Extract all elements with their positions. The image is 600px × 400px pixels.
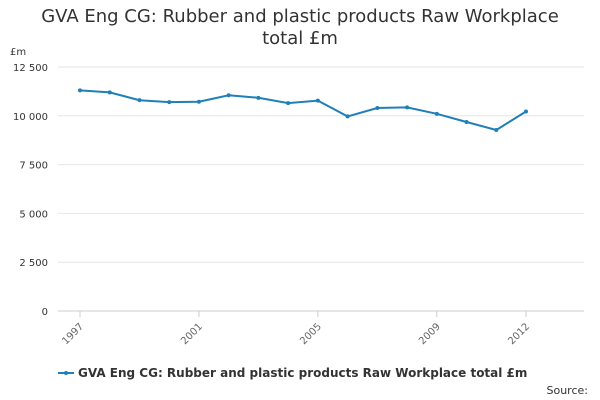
data-point bbox=[137, 98, 142, 103]
series-line bbox=[79, 89, 527, 132]
data-point bbox=[405, 105, 410, 110]
y-tick-label: 10 000 bbox=[13, 112, 48, 123]
x-tick-label: 2012 bbox=[506, 321, 532, 347]
y-axis-unit-label: £m bbox=[10, 47, 26, 58]
y-tick-label: 2 500 bbox=[19, 258, 48, 269]
y-tick-label: 5 000 bbox=[19, 209, 48, 220]
legend-label: GVA Eng CG: Rubber and plastic products … bbox=[78, 366, 528, 380]
data-point bbox=[315, 98, 320, 103]
chart-title-line-2: total £m bbox=[262, 28, 338, 49]
data-point bbox=[226, 93, 231, 98]
y-tick-label: 0 bbox=[42, 307, 48, 318]
legend-swatch-icon bbox=[58, 367, 74, 379]
data-point bbox=[375, 105, 380, 110]
data-point bbox=[464, 120, 469, 125]
x-tick-label: 2009 bbox=[417, 321, 443, 347]
source-label: Source: bbox=[546, 384, 589, 397]
chart-title: GVA Eng CG: Rubber and plastic products … bbox=[0, 6, 600, 50]
chart-title-line-1: GVA Eng CG: Rubber and plastic products … bbox=[41, 6, 559, 27]
data-point bbox=[256, 95, 261, 100]
data-point bbox=[494, 128, 499, 133]
data-point bbox=[345, 114, 350, 119]
data-point bbox=[167, 100, 172, 105]
data-point bbox=[78, 88, 82, 93]
data-point bbox=[524, 109, 528, 114]
data-point bbox=[434, 111, 439, 116]
y-tick-label: 12 500 bbox=[13, 63, 48, 74]
y-tick-label: 7 500 bbox=[19, 161, 48, 172]
data-point bbox=[107, 90, 112, 95]
legend[interactable]: GVA Eng CG: Rubber and plastic products … bbox=[58, 366, 527, 380]
data-point bbox=[286, 101, 291, 106]
x-tick-label: 2001 bbox=[179, 321, 205, 347]
data-point bbox=[196, 99, 201, 104]
x-tick-label: 1997 bbox=[60, 321, 86, 347]
x-tick-label: 2005 bbox=[298, 321, 324, 347]
